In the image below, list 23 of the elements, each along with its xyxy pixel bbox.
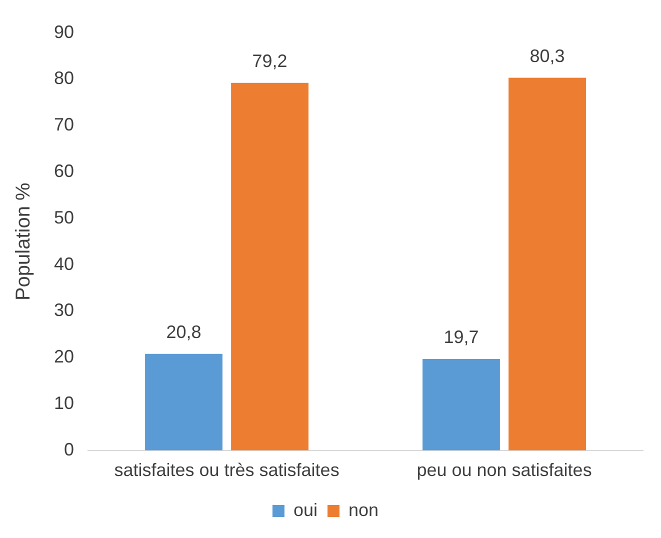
data-label: 20,8 bbox=[166, 322, 202, 342]
y-tick-label: 30 bbox=[54, 300, 74, 320]
y-tick-label: 70 bbox=[54, 114, 74, 135]
bar bbox=[231, 82, 308, 450]
y-tick-label: 60 bbox=[54, 160, 74, 181]
y-tick-label: 80 bbox=[54, 68, 74, 88]
legend-label: non bbox=[348, 500, 379, 520]
x-tick-label: satisfaites ou très satisfaites bbox=[114, 460, 340, 480]
bar bbox=[422, 358, 500, 450]
bar bbox=[145, 354, 222, 450]
y-tick-label: 10 bbox=[54, 392, 74, 413]
x-tick-label: peu ou non satisfaites bbox=[416, 460, 592, 480]
y-tick-label: 20 bbox=[54, 346, 74, 367]
y-tick-label: 0 bbox=[64, 439, 74, 460]
y-tick-label: 40 bbox=[54, 254, 74, 274]
data-label: 80,3 bbox=[530, 46, 565, 66]
y-tick-label: 90 bbox=[54, 22, 74, 42]
data-label: 79,2 bbox=[252, 50, 288, 71]
legend-label: oui bbox=[293, 500, 318, 520]
bar bbox=[508, 78, 586, 450]
y-axis-title: Population % bbox=[12, 182, 35, 301]
data-label: 19,7 bbox=[444, 326, 479, 347]
y-tick-label: 50 bbox=[54, 207, 74, 228]
